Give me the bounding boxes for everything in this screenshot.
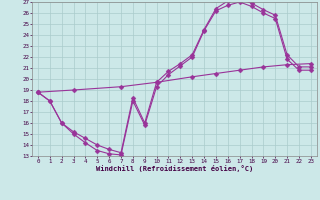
X-axis label: Windchill (Refroidissement éolien,°C): Windchill (Refroidissement éolien,°C) bbox=[96, 165, 253, 172]
